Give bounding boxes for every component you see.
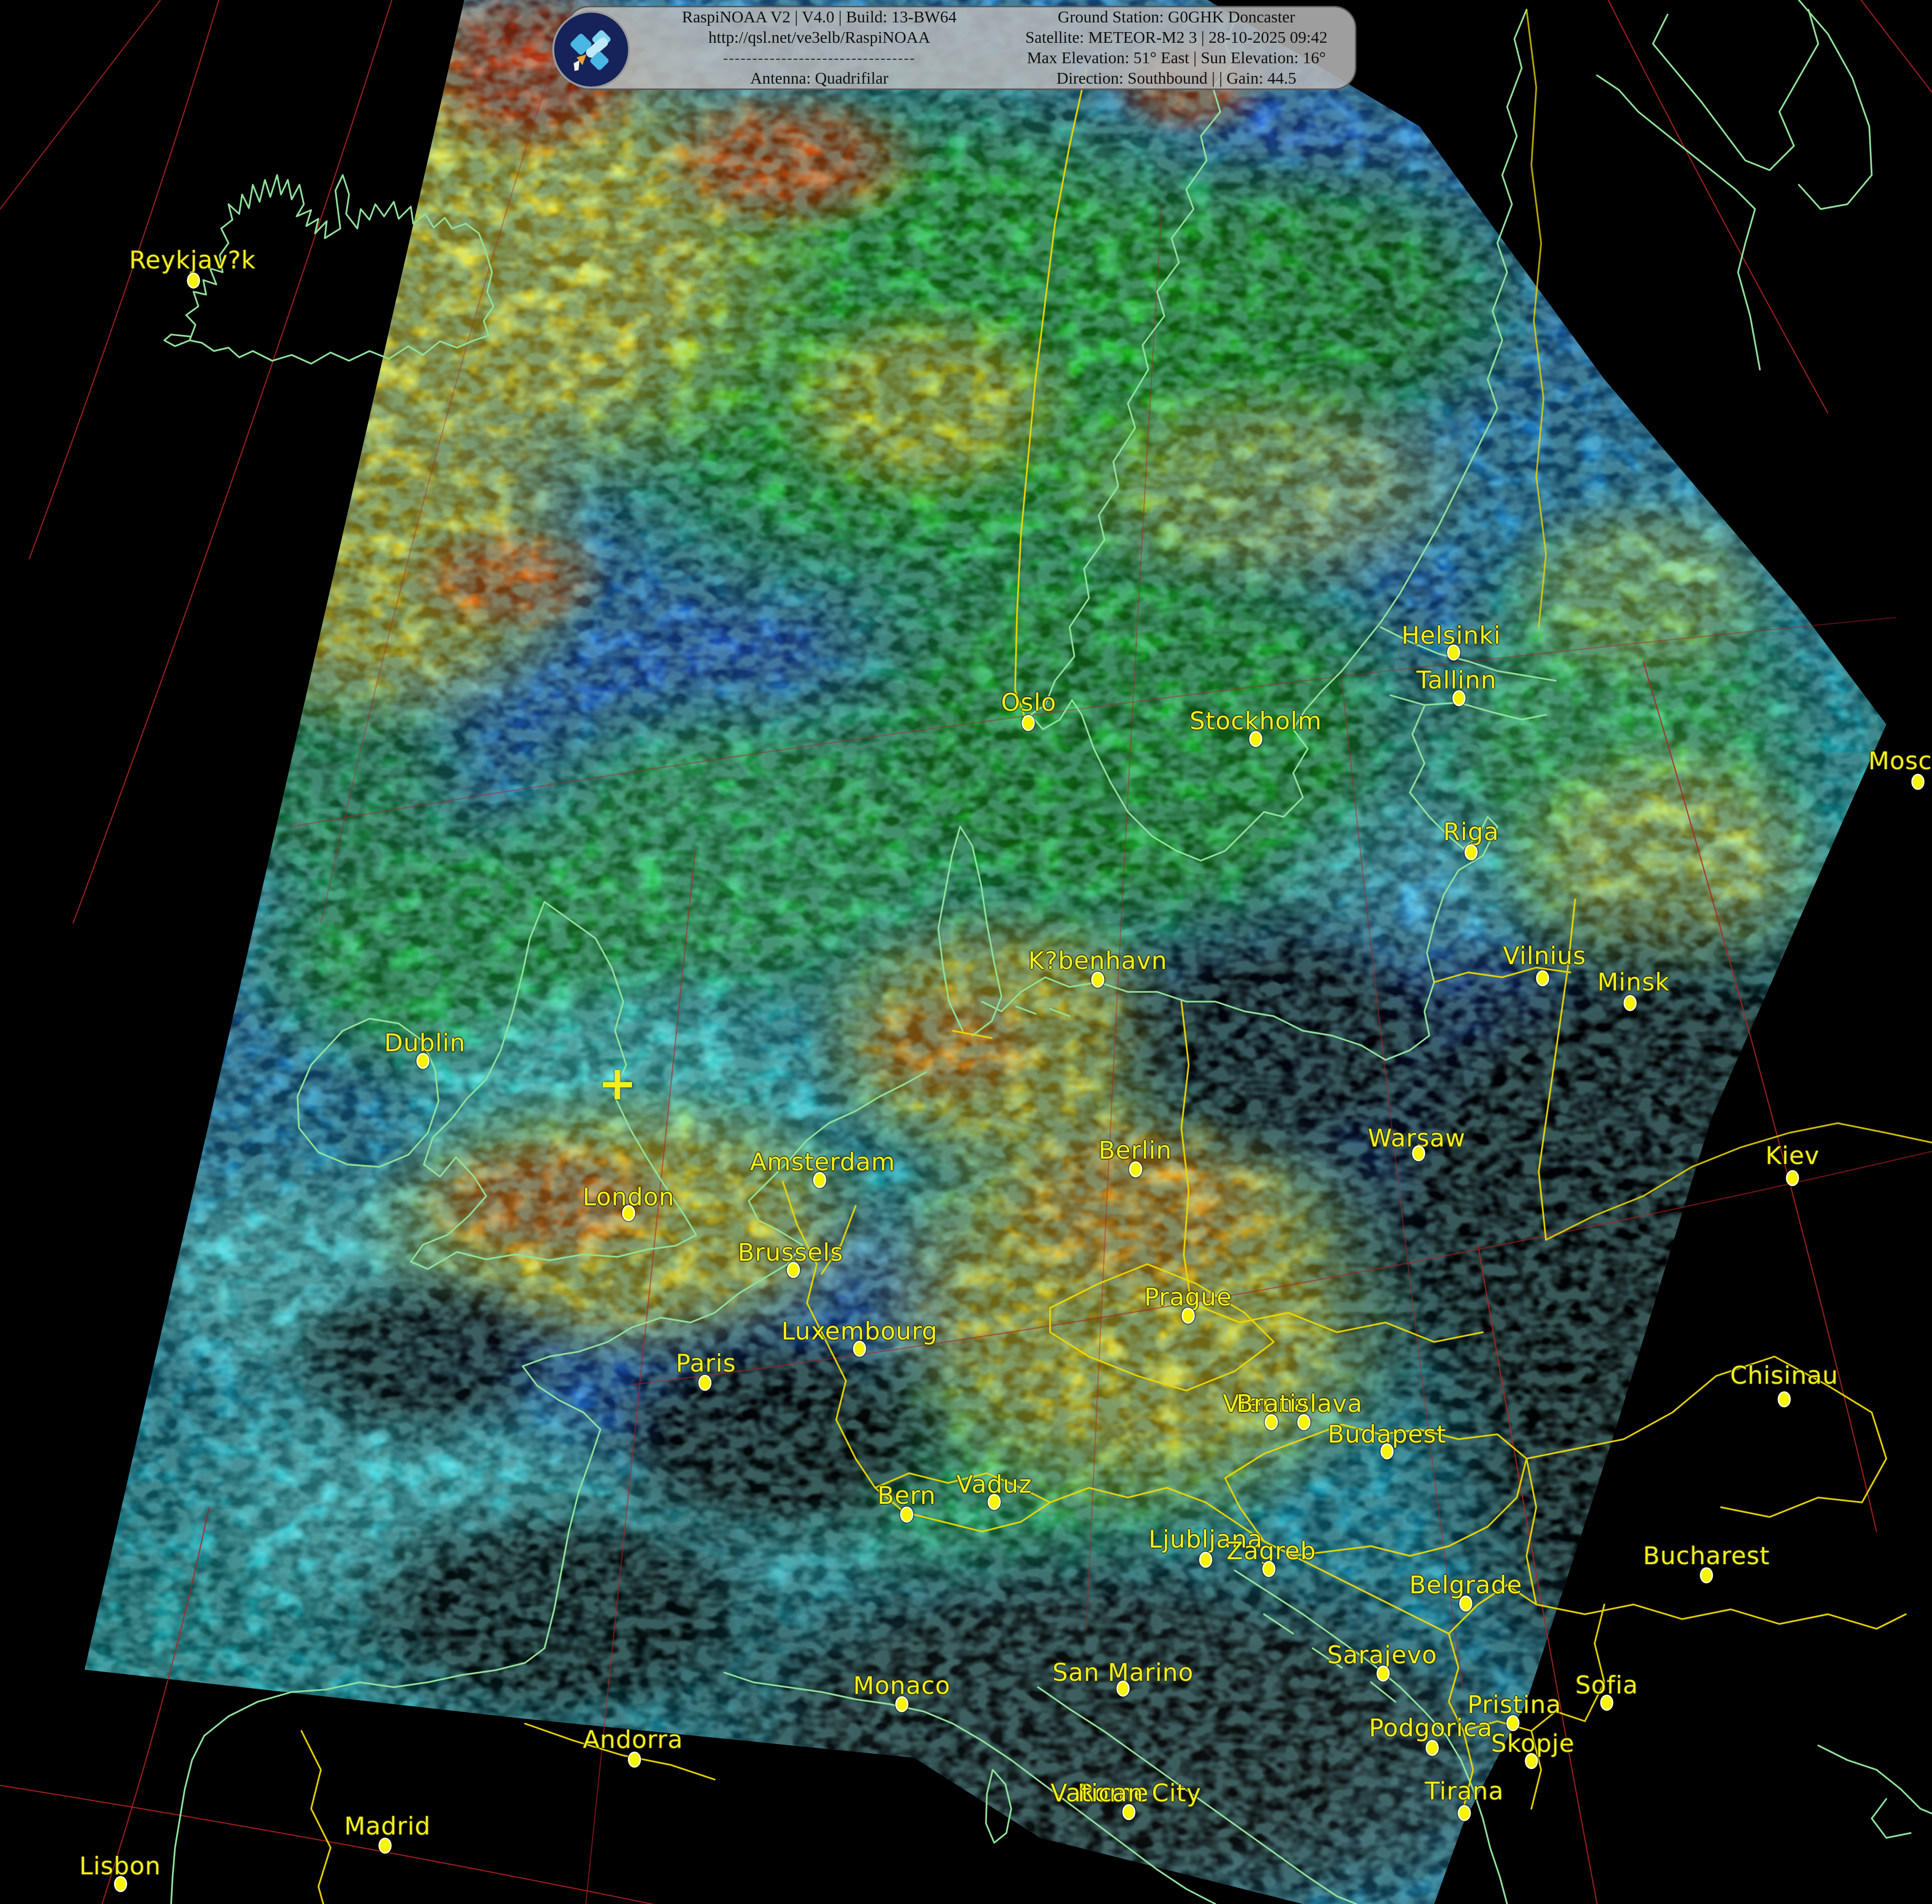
city-label-bucharest: Bucharest (1643, 1542, 1770, 1570)
satellite-map-view: Reykjav?kMoscowOsloStockholmHelsinkiTall… (0, 0, 1932, 1904)
city-dot-chisinau (1778, 1392, 1791, 1408)
ground-station-line: Ground Station: G0GHK Doncaster (998, 7, 1355, 28)
city-label-madrid: Madrid (344, 1812, 431, 1840)
city-dot-prague (1182, 1308, 1195, 1324)
city-dot-tallinn (1453, 690, 1466, 706)
city-label-zagreb: Zagreb (1227, 1537, 1317, 1565)
city-label-bratislava: Bratislava (1236, 1390, 1363, 1418)
city-dot-tirana (1458, 1805, 1471, 1821)
city-dot-dublin (417, 1053, 430, 1069)
header-separator-line: --------------------------------- (641, 48, 998, 69)
city-dot-vaduz (988, 1494, 1001, 1510)
city-dot-bratislava (1298, 1414, 1311, 1430)
city-dot-amsterdam (813, 1172, 826, 1188)
city-label-sarajevo: Sarajevo (1327, 1641, 1437, 1669)
city-label-tirana: Tirana (1425, 1777, 1504, 1805)
city-dot-paris (699, 1375, 712, 1391)
city-dot-brussels (787, 1262, 800, 1278)
city-dot-riga (1465, 845, 1478, 861)
city-dot-sarajevo (1377, 1666, 1390, 1682)
city-label-chisinau: Chisinau (1730, 1361, 1838, 1390)
satellite-line: Satellite: METEOR-M2 3 | 28-10-2025 09:4… (998, 28, 1355, 48)
antenna-line: Antenna: Quadrifilar (641, 69, 998, 89)
city-label-minsk: Minsk (1598, 968, 1670, 996)
header-right-column: Ground Station: G0GHK Doncaster Satellit… (998, 7, 1355, 88)
city-dot-ljubljana (1199, 1552, 1212, 1568)
city-dot-helsinki (1447, 645, 1460, 661)
city-label-riga: Riga (1443, 818, 1499, 846)
city-label-moscow: Moscow (1868, 747, 1932, 775)
city-dot-london (622, 1205, 635, 1221)
raspinoaa-logo-art (554, 13, 628, 87)
app-version-line: RaspiNOAA V2 | V4.0 | Build: 13-BW64 (641, 7, 998, 28)
city-label-amsterdam: Amsterdam (750, 1148, 895, 1176)
city-dot-zagreb (1263, 1561, 1276, 1577)
swath-noise-texture (0, 0, 1932, 1904)
city-dot-k-benhavn (1091, 972, 1105, 988)
city-dot-pristina (1507, 1715, 1520, 1731)
city-dot-monaco (896, 1696, 909, 1712)
city-label-berlin: Berlin (1098, 1136, 1172, 1164)
header-info-bar: RaspiNOAA V2 | V4.0 | Build: 13-BW64 htt… (566, 6, 1356, 90)
city-dot-skopje (1525, 1753, 1538, 1769)
city-dot-bucharest (1700, 1568, 1713, 1584)
app-url-line: http://qsl.net/ve3elb/RaspiNOAA (641, 28, 998, 48)
city-dot-belgrade (1459, 1596, 1473, 1612)
city-dot-stockholm (1249, 731, 1263, 747)
city-label-paris: Paris (676, 1349, 736, 1377)
city-label-podgorica: Podgorica (1369, 1714, 1493, 1742)
city-label-vatican-city: Vatican City (1051, 1779, 1201, 1807)
city-dot-vilnius (1536, 970, 1549, 987)
city-label-andorra: Andorra (583, 1726, 683, 1754)
elevation-line: Max Elevation: 51° East | Sun Elevation:… (998, 48, 1355, 69)
city-dot-kiev (1786, 1170, 1799, 1186)
city-dot-minsk (1624, 995, 1637, 1011)
direction-gain-line: Direction: Southbound | | Gain: 44.5 (998, 69, 1355, 89)
city-label-belgrade: Belgrade (1409, 1571, 1522, 1599)
city-dot-warsaw (1412, 1146, 1425, 1162)
city-dot-lisbon (114, 1876, 127, 1892)
raspinoaa-logo-icon (552, 11, 630, 88)
city-label-kiev: Kiev (1765, 1142, 1819, 1170)
city-label-k-benhavn: K?benhavn (1028, 947, 1167, 975)
city-dot-podgorica (1426, 1740, 1439, 1756)
city-label-bern: Bern (878, 1481, 936, 1510)
city-dot-reykjav-k (187, 273, 200, 289)
city-dot-moscow (1912, 774, 1925, 790)
city-label-reykjav-k: Reykjav?k (129, 246, 256, 274)
city-label-monaco: Monaco (853, 1672, 950, 1700)
city-label-oslo: Oslo (1001, 688, 1056, 717)
city-label-prague: Prague (1144, 1283, 1232, 1311)
city-dot-andorra (628, 1752, 641, 1768)
header-left-column: RaspiNOAA V2 | V4.0 | Build: 13-BW64 htt… (641, 7, 998, 88)
city-dot-luxembourg (853, 1341, 866, 1357)
city-dot-berlin (1129, 1162, 1142, 1178)
city-dot-san-marino (1117, 1681, 1130, 1697)
satellite-swath-image (0, 0, 1932, 1904)
city-dot-bern (900, 1507, 913, 1523)
city-dot-vatican-city (1123, 1804, 1136, 1820)
city-dot-sofia (1600, 1695, 1614, 1711)
city-dot-budapest (1381, 1444, 1394, 1460)
city-dot-madrid (379, 1838, 392, 1854)
city-dot-oslo (1022, 715, 1035, 731)
city-label-vilnius: Vilnius (1503, 942, 1586, 970)
